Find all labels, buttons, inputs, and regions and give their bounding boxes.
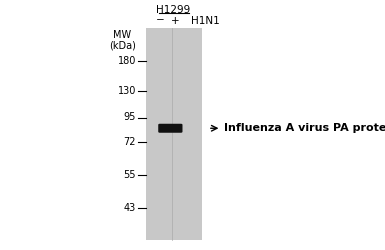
- FancyBboxPatch shape: [158, 124, 182, 133]
- Text: H1299: H1299: [156, 5, 190, 15]
- Text: Influenza A virus PA protein: Influenza A virus PA protein: [224, 123, 385, 133]
- Text: 55: 55: [124, 170, 136, 180]
- Bar: [146, 28, 202, 240]
- Text: +: +: [171, 16, 179, 26]
- Text: 43: 43: [124, 203, 136, 213]
- Text: 130: 130: [117, 86, 136, 96]
- Text: 95: 95: [124, 112, 136, 122]
- Text: 180: 180: [117, 56, 136, 66]
- Text: −: −: [156, 16, 164, 26]
- Text: H1N1: H1N1: [191, 16, 220, 26]
- Text: (kDa): (kDa): [109, 40, 136, 50]
- Text: MW: MW: [113, 30, 132, 40]
- Text: 72: 72: [124, 137, 136, 147]
